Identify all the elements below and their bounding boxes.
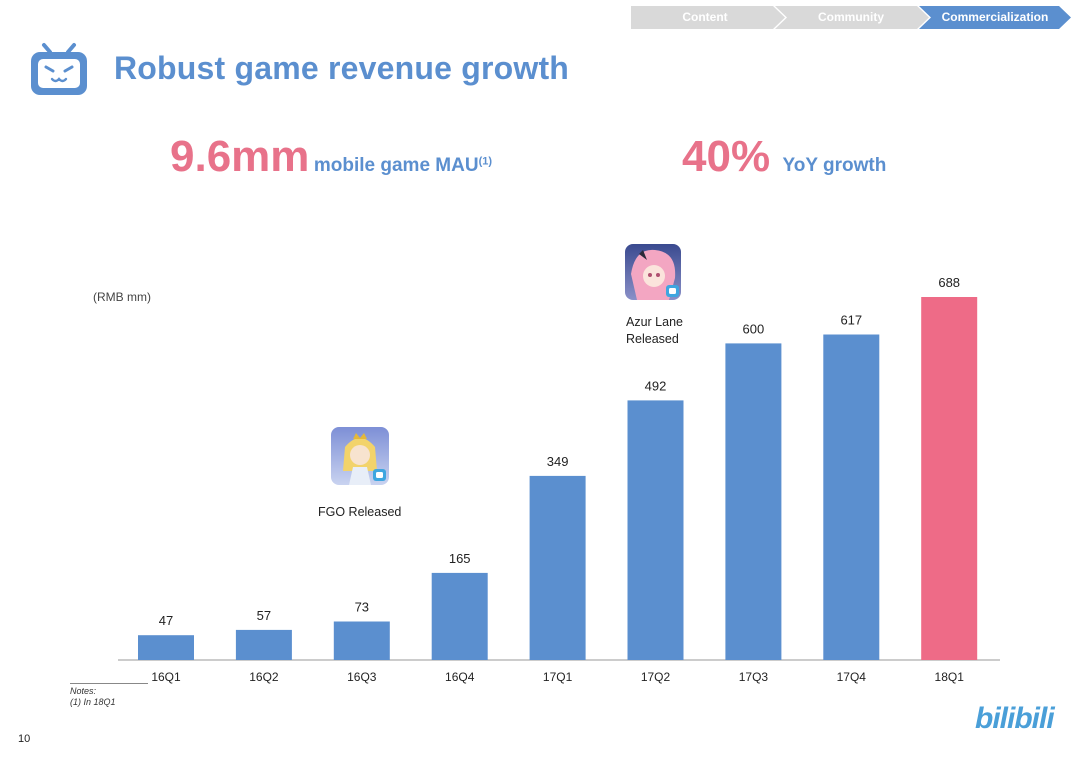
data-label-16Q1: 47 — [159, 613, 173, 628]
bar-17Q3 — [725, 343, 782, 660]
data-label-16Q2: 57 — [257, 608, 271, 623]
data-label-17Q3: 600 — [743, 321, 765, 336]
note-1: (1) In 18Q1 — [70, 697, 116, 707]
bilibili-wordmark-logo: bilibili — [975, 702, 1055, 735]
kpi-growth-label: YoY growth — [782, 155, 887, 176]
kpi-mau-label: mobile game MAU — [313, 155, 479, 176]
data-label-18Q1: 688 — [938, 275, 960, 290]
bar-16Q4 — [431, 572, 488, 660]
kpi-mau-value: 9.6mm — [170, 132, 310, 181]
notes-title: Notes: — [70, 686, 97, 696]
kpi-mau-note: (1) — [478, 155, 493, 168]
bar-18Q1 — [921, 297, 978, 660]
x-tick-label-18Q1: 18Q1 — [935, 670, 965, 684]
kpi-growth-value: 40% — [682, 132, 771, 181]
bar-17Q4 — [823, 334, 880, 660]
nav-chevron-content — [631, 6, 785, 29]
data-label-17Q2: 492 — [645, 378, 667, 393]
x-tick-label-16Q3: 16Q3 — [347, 670, 377, 684]
data-label-17Q4: 617 — [840, 313, 862, 328]
nav-chevron-commercialization — [919, 6, 1071, 29]
notes-divider — [70, 683, 148, 684]
x-tick-label-16Q2: 16Q2 — [249, 670, 279, 684]
fgo-release-annotation: FGO Released — [318, 505, 402, 519]
kpi-mau: 9.6mm mobile game MAU(1) — [170, 132, 492, 182]
nav-tab-commercialization[interactable]: Commercialization — [941, 10, 1049, 24]
x-tick-label-17Q3: 17Q3 — [739, 670, 769, 684]
y-axis-unit-label: (RMB mm) — [93, 290, 151, 304]
section-nav: Content Community Commercialization — [631, 6, 1071, 29]
bar-16Q3 — [333, 621, 390, 660]
data-label-17Q1: 349 — [547, 454, 569, 469]
azur-lane-release-annotation: Azur Lane Released — [626, 314, 683, 348]
section-nav-chevrons — [631, 6, 1071, 29]
footnotes: Notes: (1) In 18Q1 — [70, 686, 116, 708]
nav-tab-community[interactable]: Community — [818, 10, 884, 24]
x-tick-label-16Q1: 16Q1 — [151, 670, 181, 684]
bar-16Q1 — [138, 635, 194, 660]
revenue-bar-chart: 47 16Q1 57 16Q2 73 16Q3 165 16Q4 349 17Q1 492 17Q2 6… — [118, 275, 1000, 684]
bar-16Q2 — [235, 629, 292, 660]
page-number: 10 — [18, 733, 31, 745]
x-tick-label-16Q4: 16Q4 — [445, 670, 475, 684]
x-tick-label-17Q1: 17Q1 — [543, 670, 573, 684]
bilibili-tv-logo-icon — [31, 43, 87, 95]
nav-tab-content[interactable]: Content — [682, 10, 728, 24]
x-tick-label-17Q4: 17Q4 — [837, 670, 867, 684]
page-title: Robust game revenue growth — [114, 50, 570, 86]
fgo-app-icon — [331, 427, 389, 485]
nav-chevron-community — [775, 6, 929, 29]
bar-17Q2 — [627, 400, 684, 660]
data-label-16Q4: 165 — [449, 551, 471, 566]
x-tick-label-17Q2: 17Q2 — [641, 670, 671, 684]
azur-lane-annotation-line1: Azur Lane — [626, 315, 683, 329]
azur-lane-annotation-line2: Released — [626, 332, 679, 346]
bar-group: 47 16Q1 57 16Q2 73 16Q3 165 16Q4 349 17Q1 492 17Q2 6… — [138, 275, 978, 684]
bar-17Q1 — [529, 475, 586, 660]
data-label-16Q3: 73 — [355, 600, 369, 615]
kpi-growth: 40% YoY growth — [682, 132, 886, 182]
azur-lane-app-icon — [625, 244, 681, 300]
